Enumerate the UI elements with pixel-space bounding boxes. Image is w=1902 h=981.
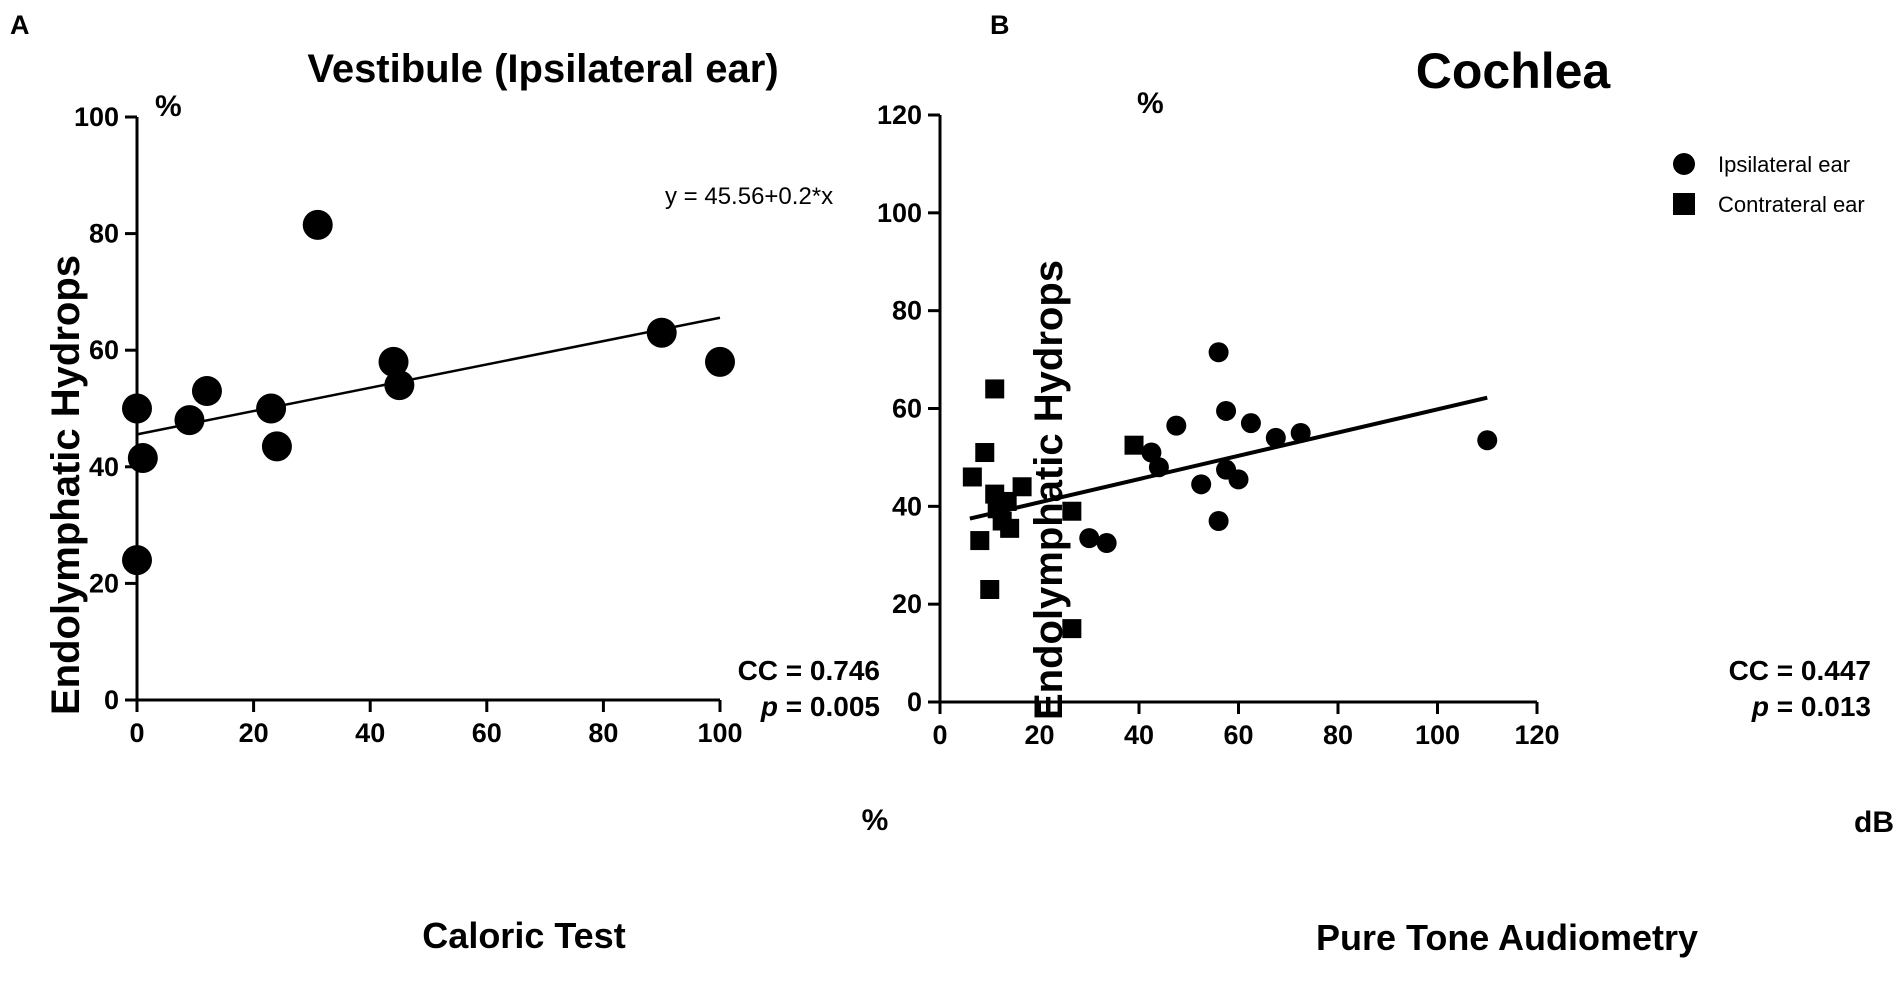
panel-b-x-axis-label: Pure Tone Audiometry (1316, 917, 1698, 958)
panel-b-y-axis-label: Endolymphatic Hydrops (1027, 260, 1071, 720)
data-point-square (975, 443, 995, 463)
panel-a-x-unit: % (862, 804, 889, 837)
y-tick-label: 0 (907, 687, 922, 717)
data-point-circle (191, 376, 222, 407)
panel-a-y-ticks: 0 20 40 60 80 100 (74, 102, 137, 715)
data-point-circle (384, 370, 415, 401)
x-tick-label: 0 (932, 720, 947, 750)
x-tick-label: 100 (1415, 720, 1460, 750)
y-tick-label: 20 (89, 568, 119, 598)
data-point-circle (261, 431, 292, 462)
x-tick-label: 20 (1024, 720, 1054, 750)
panel-a-p-number: = 0.005 (778, 691, 880, 722)
panel-b-title: Cochlea (1416, 43, 1612, 99)
panel-a-x-axis-label: Caloric Test (422, 915, 625, 956)
panel-a-x-ticks: 0 20 40 60 80 100 (129, 700, 743, 748)
panel-b-p-label: p (1751, 691, 1769, 722)
y-tick-label: 120 (877, 100, 922, 130)
y-tick-label: 100 (74, 102, 119, 132)
data-point-circle (302, 209, 333, 240)
x-tick-label: 20 (239, 718, 269, 748)
panel-b-cc: CC = 0.447 (1729, 655, 1871, 686)
data-point-circle (1208, 342, 1229, 363)
data-point-circle (122, 545, 152, 576)
x-tick-label: 40 (1124, 720, 1154, 750)
panel-a: A Vestibule (Ipsilateral ear) % % Endoly… (10, 10, 888, 956)
panel-b-x-ticks: 0 20 40 60 80 100 120 (932, 702, 1560, 750)
data-point-circle (1208, 511, 1229, 532)
panel-b-p-value: p = 0.013 (1751, 691, 1871, 722)
data-point-square (997, 491, 1017, 511)
data-point-square (1062, 619, 1082, 639)
panel-b: B Cochlea % dB Endolymphatic Hydrops Pur… (877, 10, 1894, 958)
y-tick-label: 20 (892, 589, 922, 619)
panel-a-y-axis-label: Endolymphatic Hydrops (44, 255, 88, 715)
panel-b-legend: Ipsilateral ear Contrateral ear (1673, 152, 1865, 217)
panel-b-points (962, 342, 1498, 639)
y-tick-label: 60 (892, 394, 922, 424)
legend-label-contrateral: Contrateral ear (1718, 192, 1865, 217)
panel-a-cc: CC = 0.746 (738, 655, 880, 686)
panel-a-y-unit: % (155, 90, 182, 123)
y-tick-label: 80 (892, 296, 922, 326)
data-point-square (985, 379, 1005, 399)
legend-circle-marker (1673, 153, 1695, 175)
y-tick-label: 40 (89, 452, 119, 482)
panel-b-y-ticks: 0 20 40 60 80 100 120 (877, 100, 940, 717)
panel-b-p-number: = 0.013 (1769, 691, 1871, 722)
panel-b-x-unit: dB (1854, 806, 1894, 839)
y-tick-label: 80 (89, 219, 119, 249)
x-tick-label: 60 (1223, 720, 1253, 750)
x-tick-label: 60 (472, 718, 502, 748)
data-point-square (970, 531, 990, 551)
data-point-square (1012, 477, 1032, 497)
data-point-square (1124, 435, 1144, 455)
y-tick-label: 0 (104, 685, 119, 715)
y-tick-label: 40 (892, 491, 922, 521)
data-point-circle (1079, 528, 1100, 549)
data-point-circle (1265, 427, 1286, 448)
panel-a-regression-line (136, 316, 721, 436)
data-point-circle (1228, 469, 1249, 490)
data-point-circle (1216, 400, 1237, 421)
data-point-circle (122, 393, 152, 424)
data-point-circle (646, 317, 677, 348)
x-tick-label: 40 (355, 718, 385, 748)
panel-a-p-value: p = 0.005 (760, 691, 880, 722)
data-point-circle (1166, 415, 1187, 436)
panel-b-letter: B (990, 10, 1010, 40)
data-point-square (980, 579, 1000, 599)
panel-a-title: Vestibule (Ipsilateral ear) (307, 47, 778, 91)
y-tick-label: 60 (89, 335, 119, 365)
data-point-circle (705, 346, 735, 377)
x-tick-label: 80 (1323, 720, 1353, 750)
legend-square-marker (1673, 193, 1695, 215)
legend-label-ipsilateral: Ipsilateral ear (1718, 152, 1850, 177)
data-point-square (1062, 501, 1082, 521)
data-point-circle (1477, 430, 1498, 451)
data-point-circle (1148, 457, 1169, 478)
x-tick-label: 0 (129, 718, 144, 748)
data-point-circle (1191, 474, 1212, 495)
panel-a-points (122, 209, 735, 576)
data-point-circle (1290, 422, 1311, 443)
data-point-circle (174, 405, 205, 436)
panel-a-equation: y = 45.56+0.2*x (665, 183, 833, 210)
panel-b-regression-line (969, 395, 1488, 521)
panel-a-p-label: p (760, 691, 778, 722)
panel-b-y-unit: % (1137, 87, 1164, 120)
data-point-circle (1096, 533, 1117, 554)
x-tick-label: 80 (588, 718, 618, 748)
data-point-circle (127, 443, 158, 474)
y-tick-label: 100 (877, 198, 922, 228)
data-point-circle (378, 346, 409, 377)
data-point-circle (256, 393, 287, 424)
data-point-square (1000, 518, 1020, 538)
x-tick-label: 100 (697, 718, 742, 748)
panel-a-letter: A (10, 10, 30, 40)
data-point-circle (1240, 413, 1261, 434)
x-tick-label: 120 (1514, 720, 1559, 750)
data-point-square (962, 467, 982, 487)
